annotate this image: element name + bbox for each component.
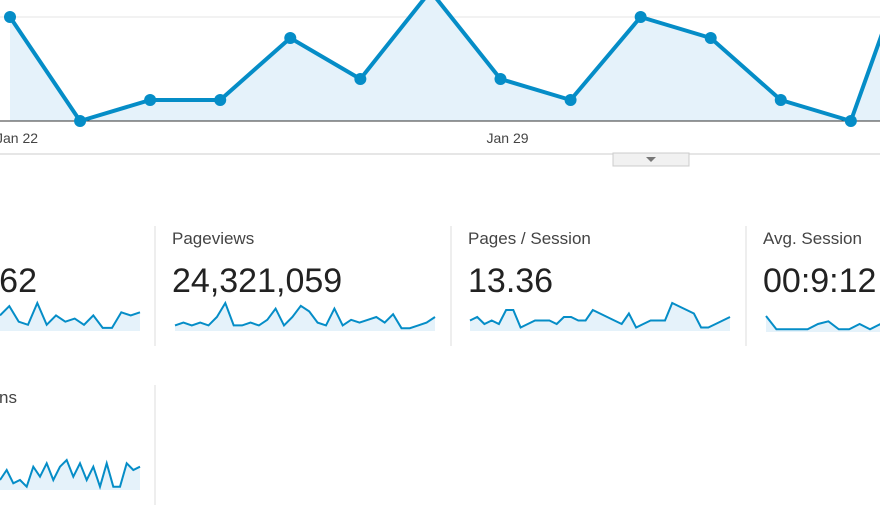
point xyxy=(774,94,787,106)
metric-label: Pageviews xyxy=(172,229,254,248)
collapse-arrow xyxy=(646,157,656,162)
area xyxy=(10,0,880,121)
metric-value: 13.36 xyxy=(468,262,553,300)
point xyxy=(494,73,507,85)
point xyxy=(354,73,367,85)
line xyxy=(8,0,880,123)
sparkline xyxy=(0,458,141,491)
point xyxy=(844,115,857,127)
point xyxy=(284,32,297,44)
point xyxy=(564,94,577,106)
point xyxy=(144,94,157,106)
sparkline xyxy=(174,300,436,330)
metric-value: 24,321,059 xyxy=(172,262,342,300)
point xyxy=(74,115,87,127)
point xyxy=(704,32,717,44)
metric-value: 62 xyxy=(0,262,37,300)
sparkline-area xyxy=(766,316,880,332)
sparkline xyxy=(469,301,731,329)
point xyxy=(214,94,227,106)
metric-label: Pages / Session xyxy=(468,229,591,248)
x-tick-label: Jan 22 xyxy=(0,130,38,146)
metric-value: 00:9:12 xyxy=(763,262,876,300)
metric-label: Avg. Session xyxy=(763,229,862,248)
sparkline-area xyxy=(0,460,140,490)
sparkline-area xyxy=(175,303,435,331)
point xyxy=(634,11,647,23)
sparkline xyxy=(0,300,141,329)
sparkline xyxy=(765,315,880,331)
metric-label: ns xyxy=(0,388,17,407)
point xyxy=(4,11,16,23)
x-tick-label: Jan 29 xyxy=(486,130,528,146)
sparkline-area xyxy=(470,303,730,331)
